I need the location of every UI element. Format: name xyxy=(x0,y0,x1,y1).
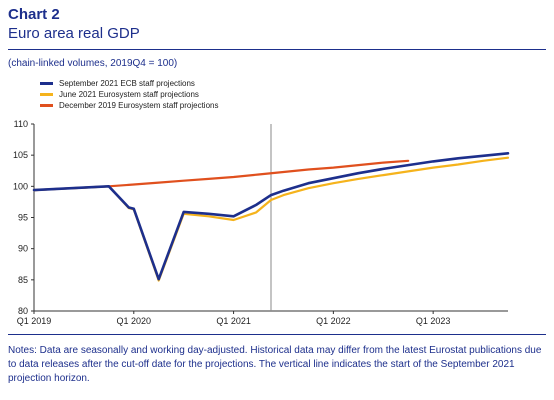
y-tick-label: 95 xyxy=(18,213,28,223)
chart-title: Euro area real GDP xyxy=(8,25,140,42)
y-tick-label: 100 xyxy=(13,181,28,191)
legend-label-september-2021: September 2021 ECB staff projections xyxy=(59,79,195,88)
legend-label-december-2019: December 2019 Eurosystem staff projectio… xyxy=(59,101,219,110)
y-tick-label: 110 xyxy=(14,119,28,129)
y-tick-label: 85 xyxy=(18,275,28,285)
legend-swatch-september-2021 xyxy=(40,82,53,85)
y-tick-label: 80 xyxy=(18,306,28,316)
chart-subtitle: (chain-linked volumes, 2019Q4 = 100) xyxy=(8,58,178,69)
bottom-divider xyxy=(8,334,546,335)
series-line-september-2021-ecb-staff-projections xyxy=(32,152,510,281)
x-tick-label: Q1 2023 xyxy=(416,316,451,326)
legend: September 2021 ECB staff projections Jun… xyxy=(40,78,218,111)
legend-item-june-2021: June 2021 Eurosystem staff projections xyxy=(40,89,218,100)
legend-swatch-december-2019 xyxy=(40,104,53,107)
y-tick-label: 105 xyxy=(13,150,28,160)
chart-number: Chart 2 xyxy=(8,6,60,23)
x-tick-label: Q1 2022 xyxy=(316,316,351,326)
legend-label-june-2021: June 2021 Eurosystem staff projections xyxy=(59,90,199,99)
top-divider xyxy=(8,49,546,50)
y-tick-label: 90 xyxy=(18,244,28,254)
x-tick-label: Q1 2020 xyxy=(117,316,152,326)
legend-item-september-2021: September 2021 ECB staff projections xyxy=(40,78,218,89)
x-tick-label: Q1 2019 xyxy=(17,316,52,326)
x-tick-label: Q1 2021 xyxy=(216,316,251,326)
chart-notes: Notes: Data are seasonally and working d… xyxy=(8,345,542,384)
legend-swatch-june-2021 xyxy=(40,93,53,96)
legend-item-december-2019: December 2019 Eurosystem staff projectio… xyxy=(40,100,218,111)
